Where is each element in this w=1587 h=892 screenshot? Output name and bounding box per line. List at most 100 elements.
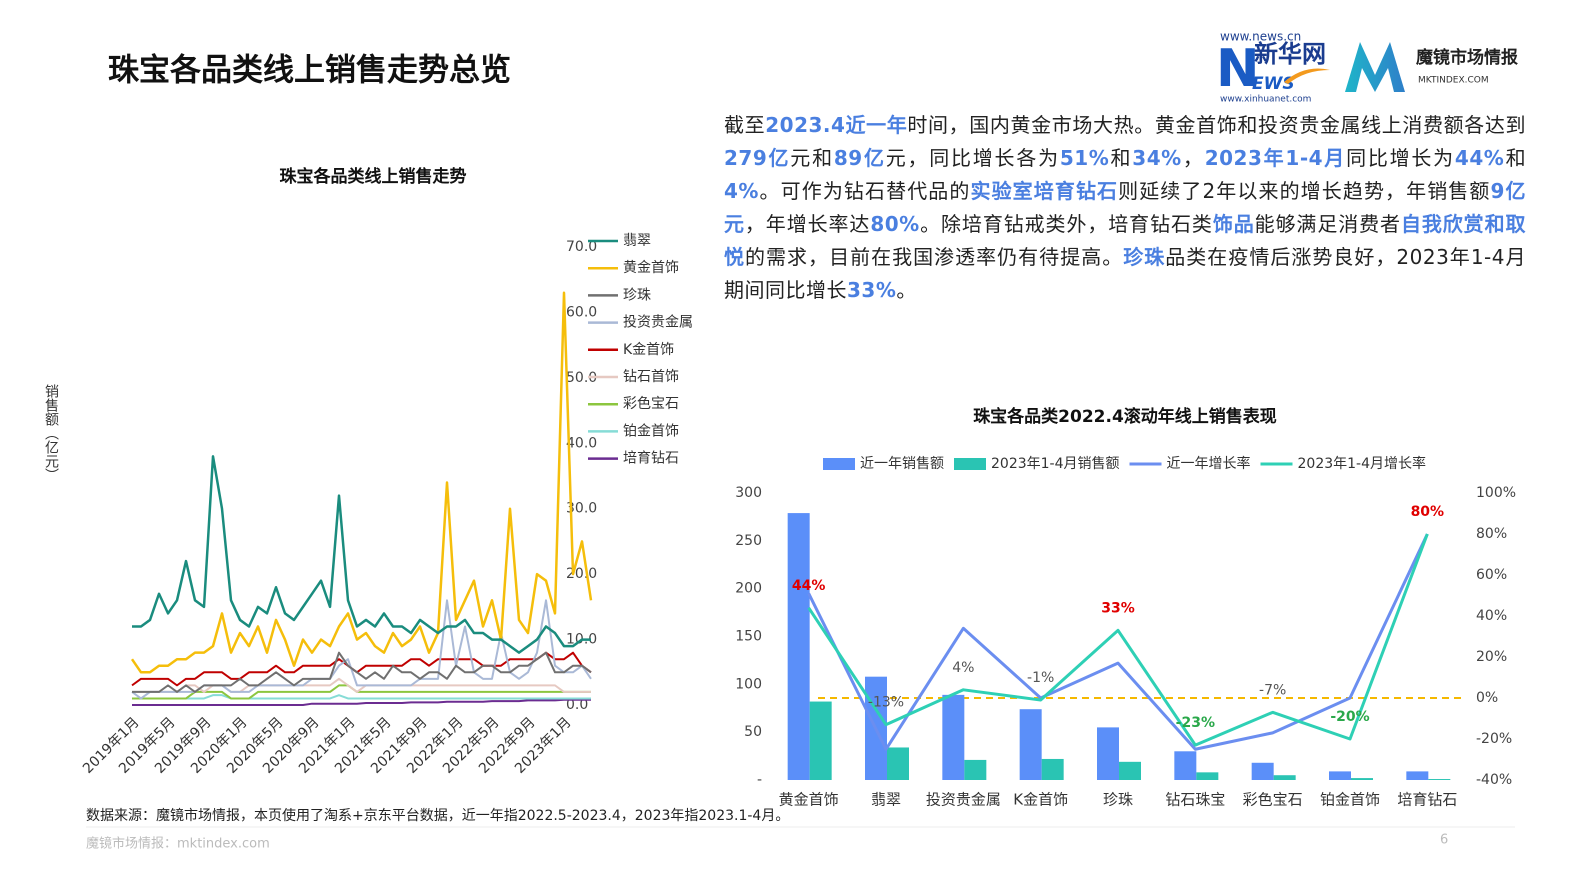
x-tick-label: 彩色宝石: [1243, 791, 1303, 809]
text-run: 80%: [870, 212, 920, 236]
text-run: 279亿: [724, 146, 791, 170]
y-tick-label: 30.0: [566, 501, 597, 517]
logo-text: 新华网: [1254, 40, 1326, 68]
text-run: 截至: [724, 113, 766, 137]
logo-mark: [1345, 42, 1405, 92]
y-tick-label: 100: [735, 676, 762, 692]
y-tick-label: 50: [744, 724, 762, 740]
y-tick-label: 150: [735, 629, 762, 645]
y-tick-label: 0.0: [566, 697, 588, 713]
text-run: 。: [896, 278, 917, 302]
text-run: 33%: [847, 278, 897, 302]
legend-label: 近一年销售额: [860, 456, 944, 472]
text-run: 实验室培育钻石: [970, 179, 1119, 203]
y2-tick-label: -20%: [1476, 731, 1512, 747]
bar: [1406, 771, 1429, 780]
legend-swatch: [823, 458, 855, 470]
text-run: 4%: [724, 179, 759, 203]
data-line: [132, 698, 591, 706]
bar: [1174, 751, 1197, 780]
text-run: 元，同比增长各为: [885, 146, 1060, 170]
text-run: 自我欣赏和取悦: [724, 212, 1526, 269]
y-tick-label: -: [757, 772, 762, 788]
x-tick-label: 翡翠: [871, 791, 901, 809]
footer-source: 数据来源：魔镜市场情报，本页使用了淘系+京东平台数据，近一年指2022.5-20…: [86, 807, 789, 824]
data-line: [132, 677, 591, 693]
legend-label: 彩色宝石: [623, 395, 679, 412]
legend-label: 珍珠: [623, 287, 651, 303]
value-label: -23%: [1176, 715, 1215, 731]
bar: [1273, 775, 1296, 780]
legend-label: 投资贵金属: [623, 315, 693, 331]
x-tick-label: 黄金首饰: [779, 791, 839, 809]
bar: [1119, 761, 1141, 780]
y2-tick-label: 100%: [1476, 485, 1516, 501]
footer-site: 魔镜市场情报：mktindex.com: [86, 836, 270, 852]
page-title: 珠宝各品类线上销售走势总览: [108, 53, 511, 89]
bar: [1196, 772, 1219, 780]
x-tick-label: 珍珠: [1103, 791, 1133, 809]
logo-text: 魔镜市场情报: [1416, 47, 1518, 68]
y-tick-label: 70.0: [566, 239, 597, 255]
logo-text: N: [1216, 39, 1260, 99]
legend-label: 铂金首饰: [623, 423, 679, 439]
y2-tick-label: 40%: [1476, 608, 1507, 624]
bar: [787, 513, 810, 780]
bar: [1019, 709, 1042, 780]
legend-label: K金首饰: [623, 342, 674, 358]
bar: [809, 701, 832, 780]
text-run: 和: [1109, 146, 1133, 170]
logo-text: MKTINDEX.COM: [1418, 76, 1489, 86]
legend-label: 黄金首饰: [623, 259, 679, 276]
value-label: -20%: [1330, 709, 1369, 725]
y2-tick-label: 80%: [1476, 526, 1507, 542]
x-tick-label: 铂金首饰: [1320, 791, 1380, 809]
y-tick-label: 50.0: [566, 370, 597, 386]
bar: [1041, 758, 1064, 780]
text-run: 的需求，目前在我国渗透率仍有待提高。: [745, 245, 1124, 269]
text-run: 。除培育钻戒类外，培育钻石类: [919, 212, 1213, 236]
y2-tick-label: 60%: [1476, 567, 1507, 583]
logo-swoosh: [1284, 68, 1330, 84]
page-number: 6: [1440, 833, 1448, 848]
text-run: 44%: [1454, 146, 1505, 170]
value-label: -7%: [1259, 682, 1286, 698]
value-label: -1%: [1027, 670, 1054, 686]
text-run: 同比增长为: [1346, 146, 1455, 170]
text-run: 51%: [1059, 146, 1110, 170]
text-run: 珍珠: [1123, 245, 1166, 269]
legend-label: 钻石首饰: [623, 369, 679, 385]
y-tick-label: 300: [735, 485, 762, 501]
x-tick-label: K金首饰: [1013, 791, 1068, 809]
data-line: [807, 533, 1429, 751]
data-line: [132, 651, 592, 693]
bar: [1351, 778, 1373, 780]
data-line: [132, 684, 591, 700]
data-line: [807, 533, 1429, 747]
value-label: 4%: [952, 660, 974, 676]
text-run: 能够满足消费者: [1254, 212, 1401, 236]
value-label: 33%: [1101, 600, 1135, 616]
data-line: [132, 455, 591, 654]
chart-title: 珠宝各品类线上销售走势: [280, 166, 467, 187]
y-tick-label: 250: [735, 533, 762, 549]
y2-tick-label: -40%: [1476, 772, 1512, 788]
x-tick-label: 投资贵金属: [926, 791, 1001, 809]
y-axis-label: 销售额（亿元）: [43, 384, 59, 482]
data-line: [130, 291, 593, 674]
summary-paragraph: 截至2023.4近一年时间，国内黄金市场大热。黄金首饰和投资贵金属线上消费额各达…: [724, 109, 1526, 307]
data-line: [131, 651, 592, 687]
legend-label: 2023年1-4月增长率: [1298, 455, 1427, 472]
logo-text: www.xinhuanet.com: [1220, 95, 1311, 105]
text-run: 2023.4近一年: [765, 113, 908, 137]
value-label: 44%: [792, 578, 826, 594]
text-run: ，年增长率达: [744, 212, 871, 236]
bar: [942, 694, 965, 780]
bar: [887, 747, 909, 780]
y-tick-label: 60.0: [566, 304, 597, 320]
text-run: 9亿元: [724, 179, 1527, 236]
text-run: 品类在疫情后涨势良好，2023年1-4月期间同比增长: [724, 245, 1526, 302]
legend-label: 翡翠: [623, 233, 651, 249]
